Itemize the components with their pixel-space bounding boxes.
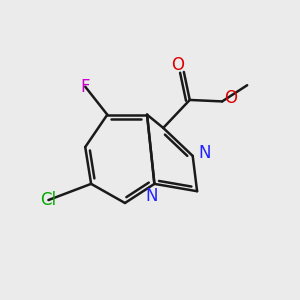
Text: Cl: Cl (40, 191, 56, 209)
Text: N: N (145, 187, 158, 205)
Text: F: F (80, 78, 90, 96)
Text: O: O (172, 56, 184, 74)
Text: O: O (224, 89, 238, 107)
Text: N: N (199, 144, 211, 162)
